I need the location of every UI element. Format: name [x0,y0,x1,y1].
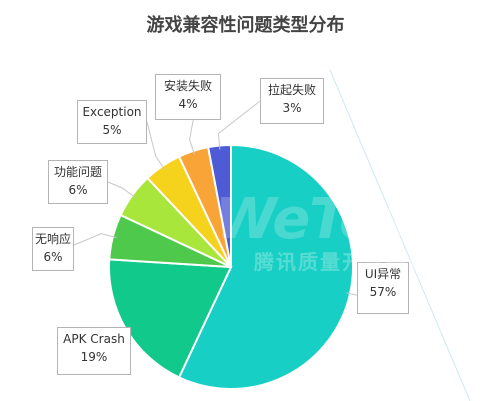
callout-ui-anomaly: UI异常 57% [357,262,409,314]
callout-launch-failure: 拉起失败 3% [260,78,324,124]
leader-line-function-issue [107,181,136,199]
slice-pct-install-failure: 4% [178,97,198,111]
leader-line-launch-failure [217,100,261,150]
leader-line-exception [146,121,166,170]
slice-pct-function-issue: 6% [68,183,88,197]
slice-pct-ui-anomaly: 57% [369,285,397,299]
slice-pct-apk-crash: 19% [80,350,108,364]
callout-no-response: 无响应 6% [32,227,74,271]
background-decor-line [329,69,471,401]
callout-apk-crash: APK Crash 19% [57,327,131,375]
callout-install-failure: 安装失败 4% [155,74,221,120]
slice-label-exception: Exception [82,105,142,119]
callout-function-issue: 功能问题 6% [48,160,108,204]
watermark-logo: WeTest [215,187,435,252]
chart-title: 游戏兼容性问题类型分布 [146,15,345,36]
leader-line-no-response [73,233,117,246]
slice-label-install-failure: 安装失败 [163,79,212,93]
slice-label-no-response: 无响应 [34,232,71,246]
slice-label-launch-failure: 拉起失败 [267,83,316,97]
watermark-subtitle: 腾讯质量开放平台 [254,250,430,274]
slice-pct-launch-failure: 3% [282,101,302,115]
slice-pct-no-response: 6% [43,250,63,264]
callout-exception: Exception 5% [77,100,147,144]
slice-label-ui-anomaly: UI异常 [364,267,402,281]
slice-pct-exception: 5% [102,123,122,137]
slice-label-function-issue: 功能问题 [53,165,102,179]
slice-label-apk-crash: APK Crash [63,332,125,346]
